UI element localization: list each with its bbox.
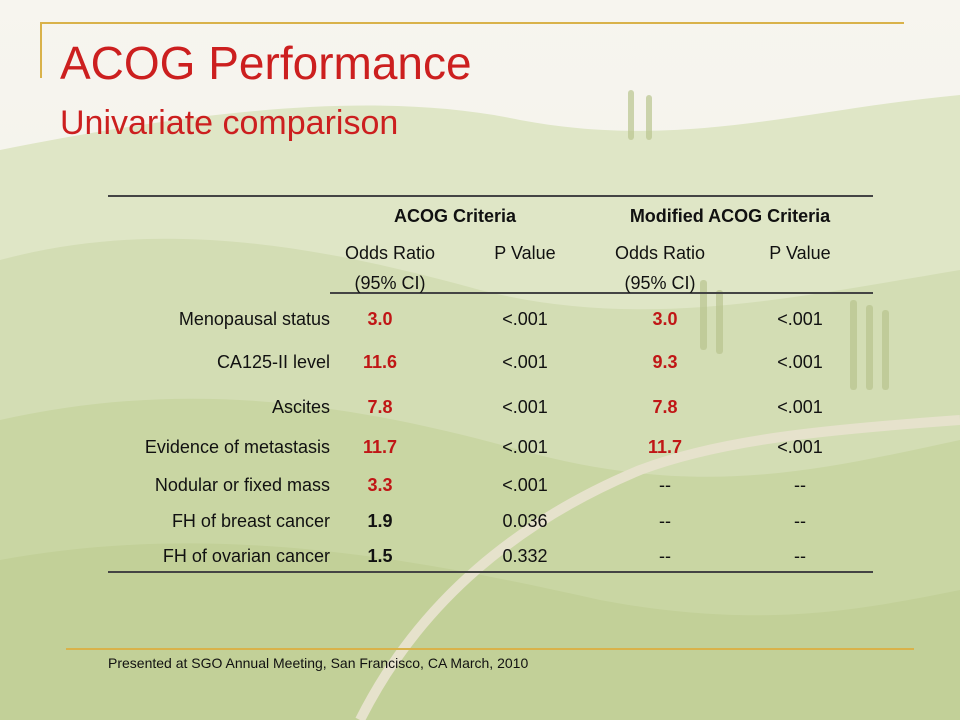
mod-p-value: <.001: [777, 437, 823, 457]
row-label: FH of breast cancer: [171, 511, 330, 531]
group-header-acog: ACOG Criteria: [393, 206, 517, 226]
acog-odds-ratio: 11.7: [362, 437, 398, 457]
slide-subtitle: Univariate comparison: [60, 104, 399, 142]
mod-p-value: --: [794, 475, 806, 495]
mod-odds-ratio: --: [659, 511, 671, 531]
frame-bottom-rule: [66, 648, 914, 650]
mod-odds-ratio: --: [659, 546, 671, 566]
acog-p-value: 0.332: [502, 546, 548, 566]
frame-top-rule: [40, 22, 904, 24]
mod-p-value: --: [794, 511, 806, 531]
mod-odds-ratio: --: [659, 475, 671, 495]
acog-p-value: <.001: [502, 309, 548, 329]
acog-p-value: <.001: [502, 475, 548, 495]
row-label: Evidence of metastasis: [144, 437, 330, 457]
footer-citation: Presented at SGO Annual Meeting, San Fra…: [108, 655, 529, 671]
acog-odds-ratio: 3.3: [367, 475, 393, 495]
mod-odds-ratio: 7.8: [652, 397, 678, 417]
acog-p-value: 0.036: [502, 511, 548, 531]
acog-p-value: <.001: [502, 437, 548, 457]
subheader-mod-odds-ratio: Odds Ratio (95% CI): [614, 243, 706, 293]
mod-p-value: <.001: [777, 352, 823, 372]
mod-p-value: <.001: [777, 397, 823, 417]
table-top-rule: [108, 195, 873, 197]
slide-title: ACOG Performance: [60, 37, 472, 89]
subheader-acog-odds-ratio: Odds Ratio (95% CI): [344, 243, 436, 293]
header-bottom-rule: [330, 292, 873, 294]
subheader-mod-p-value: P Value: [769, 243, 831, 263]
acog-odds-ratio: 11.6: [362, 352, 398, 372]
mod-odds-ratio: 3.0: [652, 309, 678, 329]
row-label: Nodular or fixed mass: [154, 475, 330, 495]
acog-p-value: <.001: [502, 397, 548, 417]
row-label: Menopausal status: [178, 309, 330, 329]
group-header-modified: Modified ACOG Criteria: [629, 206, 831, 226]
row-label: FH of ovarian cancer: [162, 546, 330, 566]
acog-odds-ratio: 7.8: [367, 397, 393, 417]
acog-odds-ratio: 3.0: [367, 309, 393, 329]
mod-odds-ratio: 11.7: [647, 437, 683, 457]
acog-p-value: <.001: [502, 352, 548, 372]
row-label: Ascites: [271, 397, 330, 417]
subheader-acog-p-value: P Value: [494, 243, 556, 263]
table-bottom-rule: [108, 571, 873, 573]
row-label: CA125-II level: [216, 352, 330, 372]
mod-p-value: --: [794, 546, 806, 566]
frame-left-rule: [40, 22, 42, 78]
mod-odds-ratio: 9.3: [652, 352, 678, 372]
mod-p-value: <.001: [777, 309, 823, 329]
acog-odds-ratio: 1.5: [367, 546, 393, 566]
acog-odds-ratio: 1.9: [367, 511, 393, 531]
